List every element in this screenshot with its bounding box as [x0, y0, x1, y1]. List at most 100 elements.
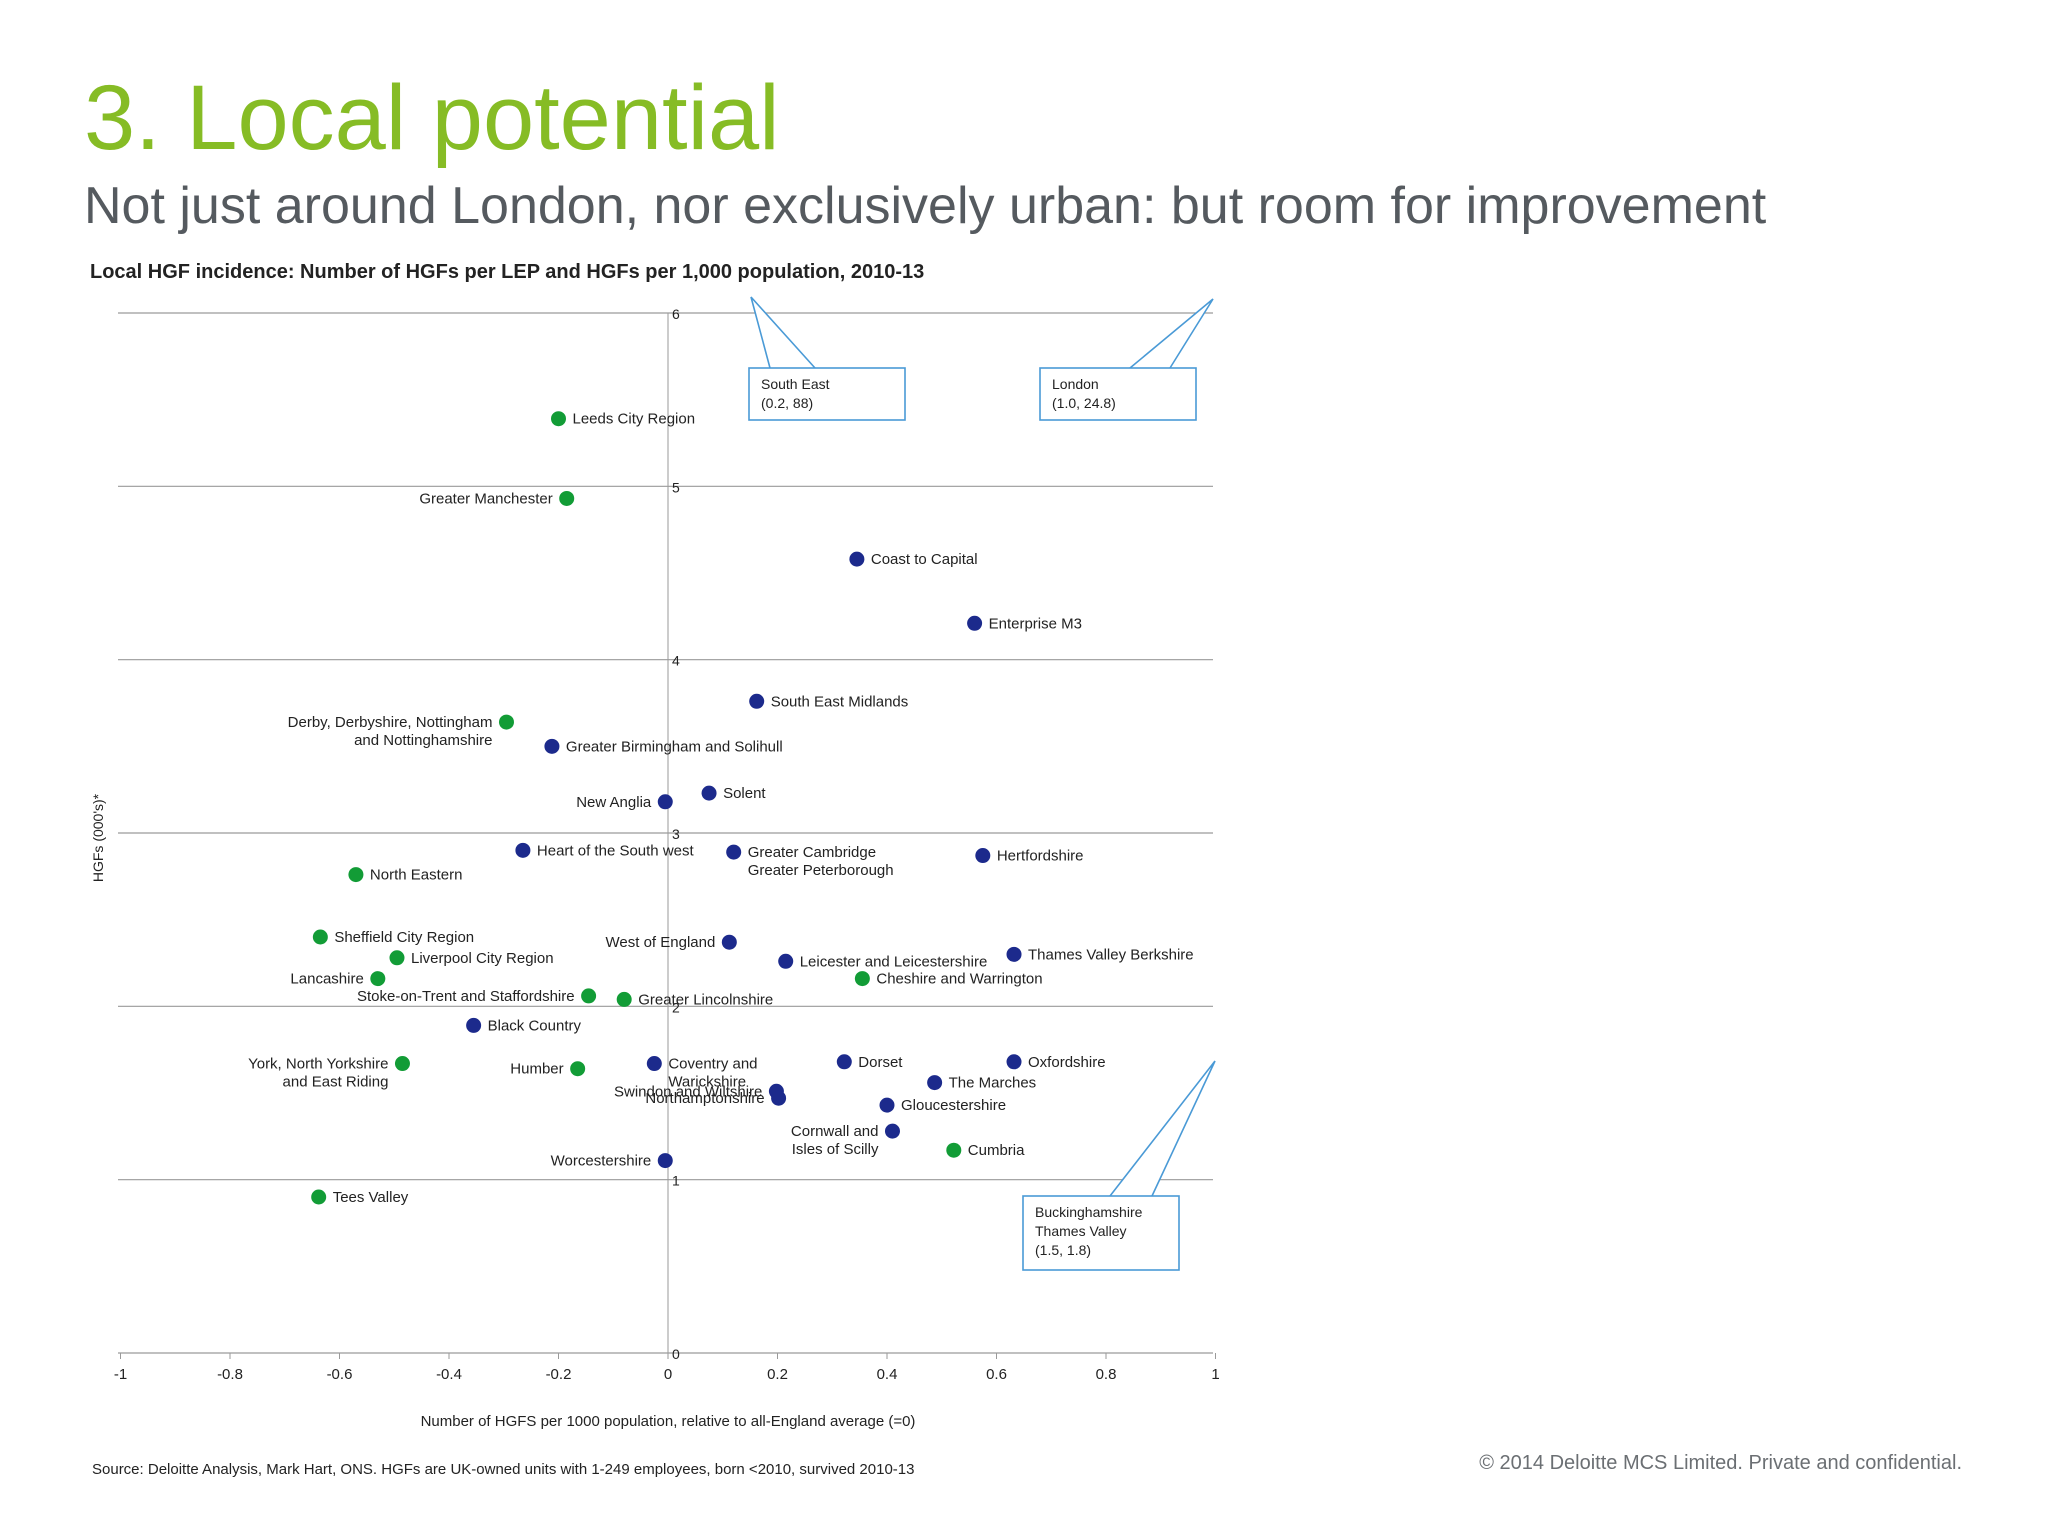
data-point: [854, 971, 870, 987]
data-label: Black Country: [488, 1017, 582, 1034]
data-label: North Eastern: [370, 867, 463, 884]
y-tick-label: 3: [672, 826, 680, 842]
x-tick-label: -0.4: [436, 1366, 462, 1383]
data-label: Enterprise M3: [989, 615, 1082, 632]
data-point: [657, 794, 673, 810]
data-point: [370, 971, 386, 987]
data-point: [389, 950, 405, 966]
data-point: [701, 785, 717, 801]
grid-lines: [118, 312, 1213, 1354]
copyright-notice: © 2014 Deloitte MCS Limited. Private and…: [1479, 1452, 1962, 1474]
data-label: Greater Cambridge Greater Peterborough: [748, 844, 894, 879]
x-tick-label: 0.4: [877, 1366, 898, 1383]
data-label: Gloucestershire: [901, 1097, 1006, 1114]
data-point: [1006, 946, 1022, 962]
data-label: Derby, Derbyshire, Nottingham and Notting…: [288, 714, 493, 749]
data-label: Oxfordshire: [1028, 1054, 1106, 1071]
data-label: South East Midlands: [771, 693, 909, 710]
axes: 0 1 2 3 4 5 6 -1 -0.8 -0.6 -0.4 -0.2 0 0.2 0.4 0.6 0.8 1: [114, 306, 1220, 1383]
y-tick-label: 2: [672, 999, 680, 1015]
data-point: [559, 490, 575, 506]
data-point: [879, 1097, 895, 1113]
chart-title: Local HGF incidence: Number of HGFs per …: [90, 261, 925, 283]
y-tick-label: 1: [672, 1173, 680, 1189]
data-label: New Anglia: [576, 794, 652, 811]
source-note: Source: Deloitte Analysis, Mark Hart, ON…: [92, 1461, 915, 1478]
x-tick-label: -0.6: [327, 1366, 353, 1383]
y-tick-label: 6: [672, 306, 680, 322]
data-label: Sheffield City Region: [334, 929, 474, 946]
data-label: Humber: [510, 1061, 563, 1078]
data-label: Coventry and Warickshire: [668, 1056, 757, 1091]
data-label: Northamptonshire: [645, 1090, 764, 1107]
callout-pointer: [1129, 298, 1214, 369]
data-label: Cornwall and Isles of Scilly: [791, 1123, 879, 1158]
data-point: [778, 953, 794, 969]
slide-subtitle: Not just around London, nor exclusively …: [84, 177, 1767, 235]
callout-text: Buckinghamshire Thames Valley (1.5, 1.8): [1035, 1204, 1143, 1258]
callout-box: [748, 367, 906, 421]
data-label: Leeds City Region: [573, 411, 696, 428]
data-point: [311, 1189, 327, 1205]
data-point: [570, 1061, 586, 1077]
data-label: Thames Valley Berkshire: [1028, 946, 1194, 963]
data-label: Swindon and Wiltshire: [614, 1083, 762, 1100]
y-tick-label: 5: [672, 479, 680, 495]
x-tick-label: 0: [664, 1366, 672, 1383]
slide-title: 3. Local potential: [84, 67, 780, 169]
callout-text: South East (0.2, 88): [761, 376, 830, 411]
data-point: [515, 842, 531, 858]
data-label: Greater Manchester: [419, 490, 552, 507]
data-point: [657, 1153, 673, 1169]
data-label: Lancashire: [290, 971, 363, 988]
callout-pointer: [750, 296, 816, 369]
data-label: Dorset: [858, 1054, 903, 1071]
data-label: The Marches: [949, 1075, 1037, 1092]
x-tick-label: -0.2: [546, 1366, 572, 1383]
x-tick-label: -0.8: [217, 1366, 243, 1383]
data-point: [348, 867, 364, 883]
data-label: Cumbria: [968, 1142, 1025, 1159]
y-axis-title: HGFs (000's)*: [90, 793, 106, 882]
data-point: [771, 1090, 787, 1106]
data-point: [836, 1054, 852, 1070]
data-label: Coast to Capital: [871, 551, 978, 568]
callouts: South East (0.2, 88) London (1.0, 24.8) Buck…: [748, 296, 1216, 1271]
x-tick-label: 0.2: [767, 1366, 788, 1383]
callout-text: London (1.0, 24.8): [1052, 376, 1116, 411]
data-point: [849, 551, 865, 567]
data-label: Worcestershire: [551, 1153, 652, 1170]
data-point: [726, 844, 742, 860]
data-point: [967, 615, 983, 631]
x-tick-label: 1: [1211, 1366, 1219, 1383]
data-point: [581, 988, 597, 1004]
data-point: [646, 1056, 662, 1072]
data-label: Leicester and Leicestershire: [800, 953, 988, 970]
data-label: Greater Lincolnshire: [638, 991, 773, 1008]
data-point: [498, 714, 514, 730]
data-label: York, North Yorkshire and East Riding: [248, 1056, 388, 1091]
data-point: [721, 934, 737, 950]
data-label: Solent: [723, 785, 766, 802]
data-point: [749, 693, 765, 709]
data-label: Stoke-on-Trent and Staffordshire: [357, 988, 575, 1005]
data-point: [312, 929, 328, 945]
data-point: [616, 991, 632, 1007]
data-point: [544, 738, 560, 754]
data-label: Greater Birmingham and Solihull: [566, 738, 783, 755]
data-label: Tees Valley: [333, 1189, 409, 1206]
data-label: West of England: [606, 934, 716, 951]
data-point: [1006, 1054, 1022, 1070]
data-point: [466, 1017, 482, 1033]
x-tick-label: 0.8: [1096, 1366, 1117, 1383]
data-point: [975, 848, 991, 864]
callout-box: [1022, 1195, 1180, 1271]
data-point: [927, 1075, 943, 1091]
data-point: [394, 1056, 410, 1072]
data-label: Cheshire and Warrington: [876, 971, 1042, 988]
y-tick-label: 0: [672, 1346, 680, 1362]
y-tick-label: 4: [672, 653, 680, 669]
x-tick-label: -1: [114, 1366, 127, 1383]
data-label: Heart of the South west: [537, 842, 695, 859]
